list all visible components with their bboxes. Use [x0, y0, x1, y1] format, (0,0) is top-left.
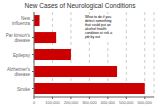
svg-text:0: 0	[33, 100, 36, 105]
svg-text:Epilepsy: Epilepsy	[13, 52, 31, 57]
svg-text:Stroke: Stroke	[17, 86, 31, 91]
svg-text:Par kinson'sdisease: Par kinson'sdisease	[8, 33, 31, 43]
svg-text:400,000: 400,000	[101, 100, 116, 105]
svg-text:500,000: 500,000	[119, 100, 134, 105]
html-text:job by out: job by out	[84, 34, 101, 39]
svg-text:100,000: 100,000	[45, 100, 60, 105]
html-text:New Cases of Neurological Cond: New Cases of Neurological Conditions	[24, 2, 136, 9]
svg-text:600,000: 600,000	[138, 100, 152, 105]
html-text:condition at risk a: condition at risk a	[84, 30, 113, 35]
html-text:detect something: detect something	[84, 18, 112, 23]
html-text:that could put an: that could put an	[84, 22, 111, 27]
svg-text:Newinfluenza: Newinfluenza	[12, 16, 31, 26]
svg-text:200,000: 200,000	[64, 100, 79, 105]
svg-text:Alzheimer'sdisease: Alzheimer'sdisease	[8, 67, 31, 77]
html-text:alcohol health: alcohol health	[84, 26, 107, 31]
html-text:What to do if you: What to do if you	[84, 14, 112, 19]
svg-text:300,000: 300,000	[82, 100, 97, 105]
